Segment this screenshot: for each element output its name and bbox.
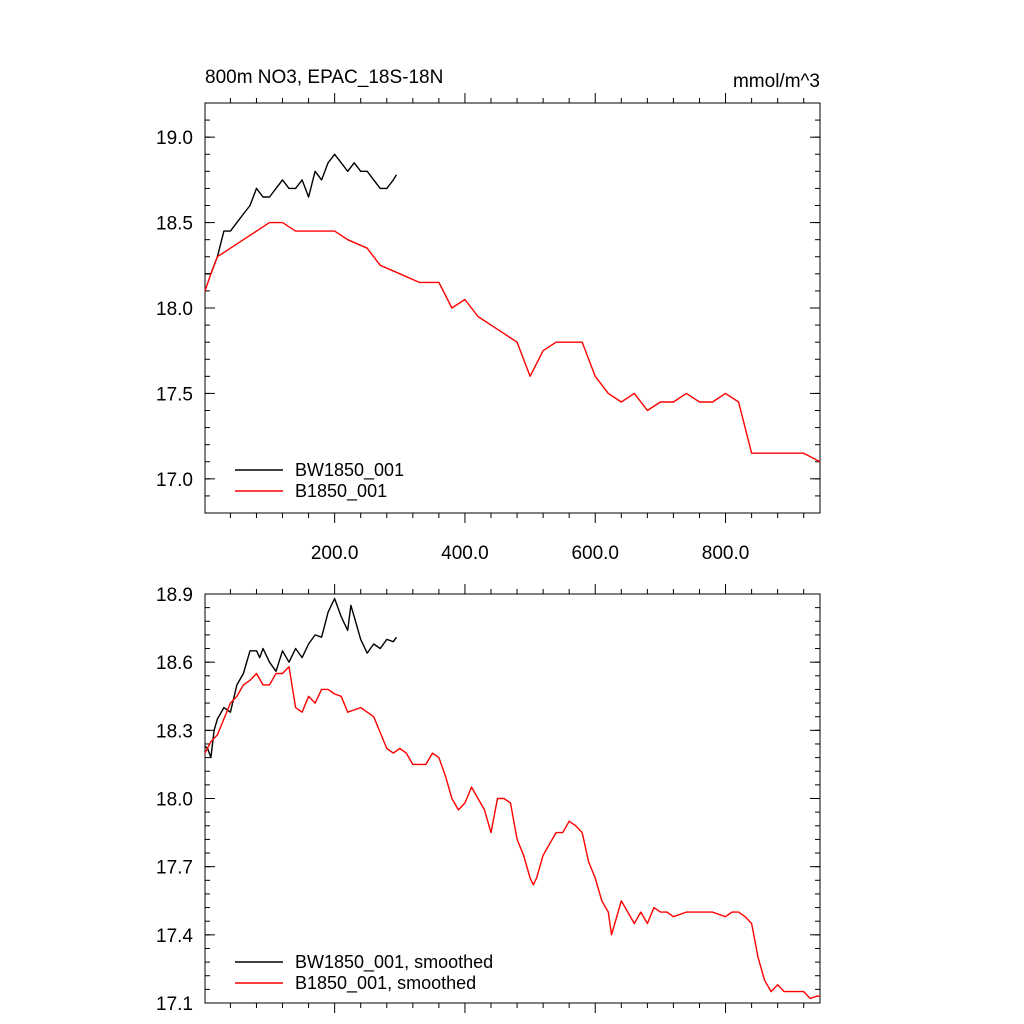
bottom-ytick-label: 18.9 bbox=[156, 585, 193, 606]
top-axis-ticks: 17.0 17.5 18.0 18.5 19.0 200.0 400.0 600.0 800.0 bbox=[156, 93, 820, 564]
top-chart-units: mmol/m^3 bbox=[733, 71, 820, 92]
bottom-ytick-label: 17.7 bbox=[156, 858, 193, 879]
bottom-ytick-label: 18.3 bbox=[156, 721, 193, 742]
top-series-group bbox=[204, 153, 821, 463]
top-legend-label-bw1850: BW1850_001 bbox=[295, 460, 404, 481]
top-chart-title: 800m NO3, EPAC_18S-18N bbox=[205, 67, 443, 88]
bottom-panel: 17.1 17.4 17.7 18.0 18.3 18.6 18.9 BW1850_001,… bbox=[156, 584, 821, 1015]
top-xtick-label: 400.0 bbox=[441, 543, 489, 564]
bottom-ytick-label: 18.6 bbox=[156, 653, 193, 674]
top-xtick-label: 600.0 bbox=[571, 543, 619, 564]
top-legend-label-b1850: B1850_001 bbox=[295, 481, 387, 502]
top-xtick-label: 800.0 bbox=[702, 543, 750, 564]
top-xtick-label: 200.0 bbox=[311, 543, 359, 564]
bottom-series-line-1 bbox=[204, 666, 820, 1000]
bottom-legend-label-b1850: B1850_001, smoothed bbox=[295, 973, 476, 994]
top-legend: BW1850_001 B1850_001 bbox=[235, 460, 404, 502]
bottom-plot-frame bbox=[204, 593, 821, 1004]
top-series-line-0 bbox=[205, 153, 398, 275]
top-ytick-label: 19.0 bbox=[156, 128, 193, 149]
top-ytick-label: 18.5 bbox=[156, 214, 193, 235]
bottom-series-line-0 bbox=[204, 597, 398, 759]
bottom-series-group bbox=[204, 597, 820, 1000]
top-ytick-label: 17.0 bbox=[156, 470, 193, 491]
bottom-axis-ticks: 17.1 17.4 17.7 18.0 18.3 18.6 18.9 bbox=[156, 584, 820, 1015]
bottom-legend-label-bw1850: BW1850_001, smoothed bbox=[295, 952, 493, 973]
bottom-ytick-label: 17.1 bbox=[156, 994, 193, 1015]
top-plot-frame bbox=[204, 102, 821, 514]
bottom-ytick-label: 17.4 bbox=[156, 926, 193, 947]
top-ytick-label: 18.0 bbox=[156, 299, 193, 320]
top-series-line-1 bbox=[204, 221, 821, 463]
top-ytick-label: 17.5 bbox=[156, 384, 193, 405]
bottom-ytick-label: 18.0 bbox=[156, 790, 193, 811]
bottom-legend: BW1850_001, smoothed B1850_001, smoothed bbox=[235, 952, 493, 994]
top-panel: 800m NO3, EPAC_18S-18N mmol/m^3 17.0 17.5… bbox=[156, 67, 821, 564]
